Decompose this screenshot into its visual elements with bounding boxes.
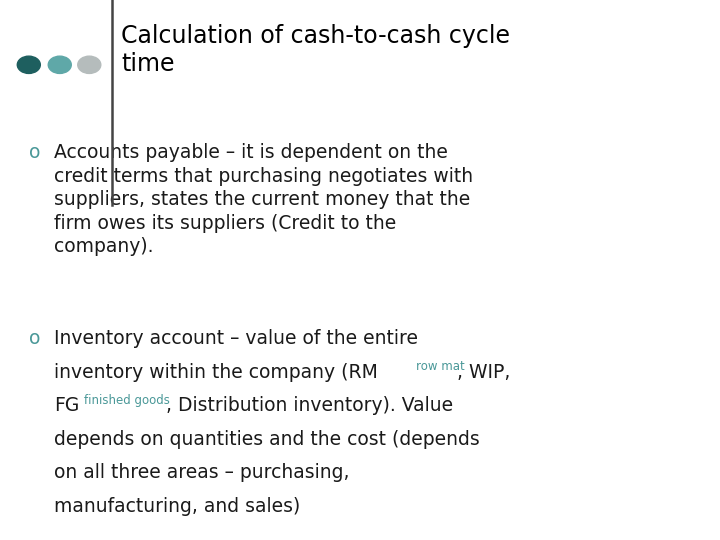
- Text: FG: FG: [54, 396, 79, 415]
- Text: manufacturing, and sales): manufacturing, and sales): [54, 497, 300, 516]
- Text: inventory within the company (RM: inventory within the company (RM: [54, 363, 378, 382]
- Text: on all three areas – purchasing,: on all three areas – purchasing,: [54, 463, 349, 482]
- Text: o: o: [29, 329, 40, 348]
- Circle shape: [48, 56, 71, 73]
- Text: finished goods: finished goods: [84, 394, 170, 407]
- Text: Accounts payable – it is dependent on the
credit terms that purchasing negotiate: Accounts payable – it is dependent on th…: [54, 143, 473, 256]
- Text: , Distribution inventory). Value: , Distribution inventory). Value: [166, 396, 453, 415]
- Circle shape: [17, 56, 40, 73]
- Text: row mat: row mat: [416, 360, 465, 373]
- Text: o: o: [29, 143, 40, 162]
- Text: , WIP,: , WIP,: [457, 363, 510, 382]
- Circle shape: [78, 56, 101, 73]
- Text: depends on quantities and the cost (depends: depends on quantities and the cost (depe…: [54, 430, 480, 449]
- Text: Calculation of cash-to-cash cycle
time: Calculation of cash-to-cash cycle time: [121, 24, 510, 76]
- Text: Inventory account – value of the entire: Inventory account – value of the entire: [54, 329, 418, 348]
